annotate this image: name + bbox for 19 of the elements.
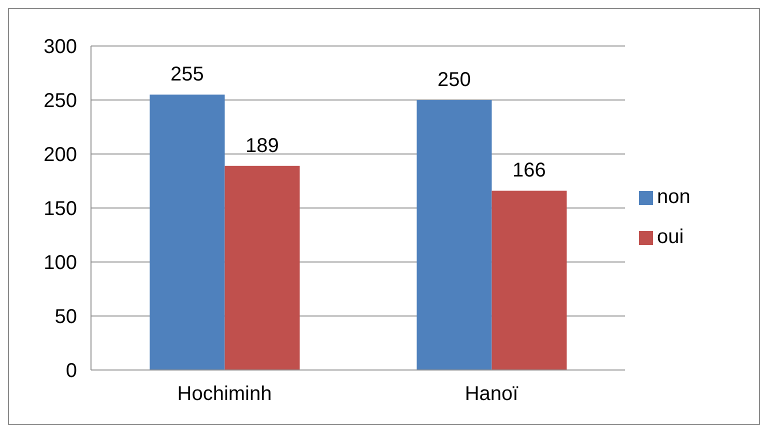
legend-label: oui xyxy=(657,226,684,248)
y-tick-label: 250 xyxy=(44,90,77,112)
legend-label: non xyxy=(657,186,690,208)
x-tick-label: Hanoï xyxy=(464,383,519,406)
y-tick-label: 100 xyxy=(44,252,77,274)
x-tick-label: Hochiminh xyxy=(177,383,272,406)
y-tick-label: 150 xyxy=(44,198,77,220)
y-tick-label: 0 xyxy=(66,360,77,382)
data-label: 189 xyxy=(246,134,279,157)
bar xyxy=(416,100,492,370)
bar xyxy=(224,166,300,370)
data-label: 255 xyxy=(170,64,204,86)
y-tick-label: 50 xyxy=(54,306,77,328)
data-label: 166 xyxy=(512,160,546,182)
y-tick-label: 200 xyxy=(44,144,77,166)
bar xyxy=(150,94,225,370)
bar xyxy=(492,190,567,370)
data-label: 250 xyxy=(438,69,471,91)
y-tick-label: 300 xyxy=(44,36,77,58)
